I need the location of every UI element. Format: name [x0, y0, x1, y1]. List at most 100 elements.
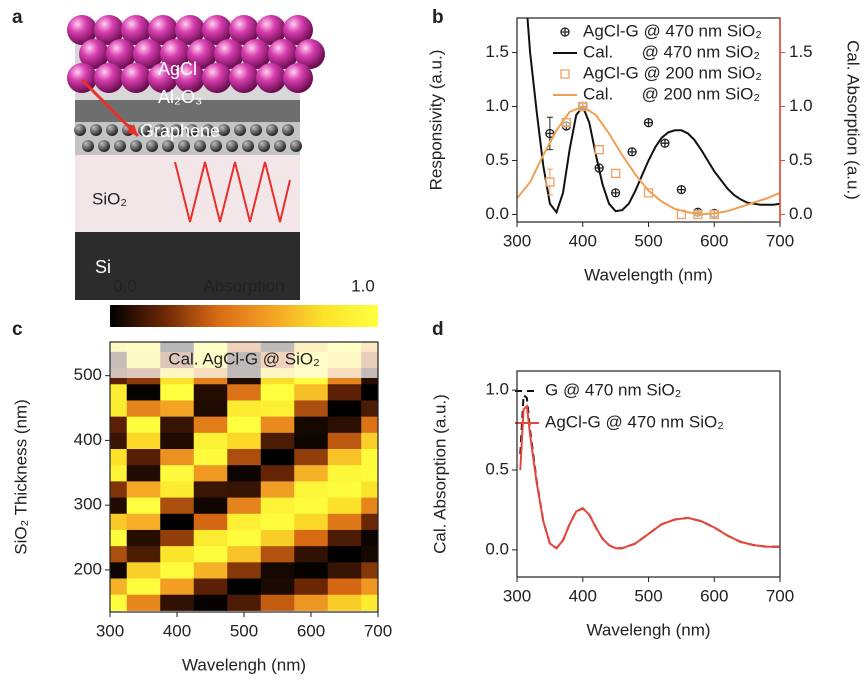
colorbar-title: Absorption: [203, 276, 284, 295]
x-tick-label: 500: [634, 586, 662, 605]
y-axis-title: Responsivity (a.u.): [426, 50, 445, 191]
carbon-atom: [82, 140, 94, 152]
carbon-atom: [98, 140, 110, 152]
heat-cell: [361, 448, 378, 466]
heat-cell: [110, 513, 128, 530]
heat-cell: [110, 464, 128, 482]
y-axis-title: SiO₂ Thickness (nm): [11, 399, 30, 555]
heat-cell: [160, 383, 195, 401]
heat-cell: [160, 578, 195, 595]
y-tick-label: 200: [74, 559, 102, 578]
heat-cell: [361, 594, 378, 611]
particle: [106, 39, 136, 69]
heat-cell: [193, 497, 228, 514]
series-line: [519, 403, 780, 550]
x-tick-label: 300: [96, 621, 124, 640]
heat-cell: [110, 416, 128, 433]
heat-cell: [294, 578, 329, 595]
label-si: Si: [95, 257, 111, 277]
carbon-atom: [90, 124, 102, 136]
y-tick-label: 1.5: [485, 42, 509, 61]
heat-cell: [227, 383, 262, 401]
x-tick-label: 300: [503, 231, 531, 250]
particle: [283, 15, 313, 45]
particle: [94, 15, 124, 45]
heat-cell: [361, 561, 378, 579]
sio2-layer: [75, 155, 300, 232]
data-point: [627, 147, 637, 157]
carbon-atom: [242, 140, 254, 152]
data-point: [545, 128, 555, 139]
incident-arrow: [80, 78, 140, 138]
colorbar: [110, 305, 378, 327]
heat-cell: [260, 383, 295, 401]
legend-label: AgCl-G @ 200 nm SiO₂: [583, 63, 762, 82]
data-point: [660, 138, 670, 148]
heat-cell: [227, 594, 262, 611]
heat-cell: [260, 594, 295, 611]
heat-cell: [327, 480, 362, 498]
particle: [229, 63, 259, 93]
x-tick-label: 700: [364, 621, 392, 640]
particle: [256, 63, 286, 93]
heat-cell: [160, 432, 195, 450]
heat-cell: [110, 399, 128, 417]
heat-cell: [260, 497, 295, 514]
heat-cell: [193, 383, 228, 401]
colorbar-tick-label: 0.0: [113, 276, 137, 295]
particle: [202, 63, 232, 93]
heat-cell: [361, 399, 378, 417]
particle: [268, 39, 298, 69]
heat-cell: [160, 529, 195, 547]
particle: [94, 63, 124, 93]
y-tick-label: 1.0: [485, 96, 509, 115]
y2-tick-label: 0.0: [789, 204, 813, 223]
heat-cell: [260, 529, 295, 547]
carbon-atom: [234, 124, 246, 136]
particle: [121, 15, 151, 45]
heat-cell: [361, 529, 378, 547]
heat-cell: [294, 545, 329, 563]
heat-cell: [110, 448, 128, 466]
heat-cell: [126, 464, 161, 482]
particle: [283, 63, 313, 93]
x-axis-title: Wavelength (nm): [584, 265, 713, 284]
particle: [295, 39, 325, 69]
data-point: [643, 118, 654, 128]
particle: [133, 39, 163, 69]
panel-label: d: [432, 319, 444, 340]
heat-cell: [227, 561, 262, 579]
heat-cell: [193, 480, 228, 498]
heat-cell: [294, 594, 329, 611]
heat-cell: [126, 383, 161, 401]
particle: [187, 39, 217, 69]
heat-cell: [193, 561, 228, 579]
heat-cell: [193, 448, 228, 466]
heat-cell: [126, 497, 161, 514]
heat-cell: [227, 578, 262, 595]
heat-cell: [126, 513, 161, 530]
x-tick-label: 600: [700, 231, 728, 250]
schematic: AgCl Al₂O₃ Graphene SiO₂ Si: [67, 15, 325, 300]
heat-cell: [126, 561, 161, 579]
heat-cell: [294, 561, 329, 579]
heat-cell: [361, 545, 378, 563]
y2-tick-label: 1.5: [789, 42, 813, 61]
x-tick-label: 700: [766, 231, 794, 250]
reflection-path: [174, 161, 291, 223]
heat-cell: [294, 416, 329, 433]
heat-cell: [110, 545, 128, 563]
data-point: [610, 188, 621, 198]
heat-cell: [126, 480, 161, 498]
heat-cell: [160, 513, 195, 530]
panel-label: b: [432, 7, 444, 28]
heat-cell: [327, 578, 362, 595]
legend-label: AgCl-G @ 470 nm SiO₂: [545, 412, 724, 431]
y-tick-label: 1.0: [485, 380, 509, 399]
heat-cell: [193, 399, 228, 417]
carbon-atom: [74, 124, 86, 136]
legend-label: Cal. @ 200 nm SiO₂: [583, 84, 760, 103]
carbon-atom: [218, 124, 230, 136]
heat-cell: [110, 529, 128, 547]
